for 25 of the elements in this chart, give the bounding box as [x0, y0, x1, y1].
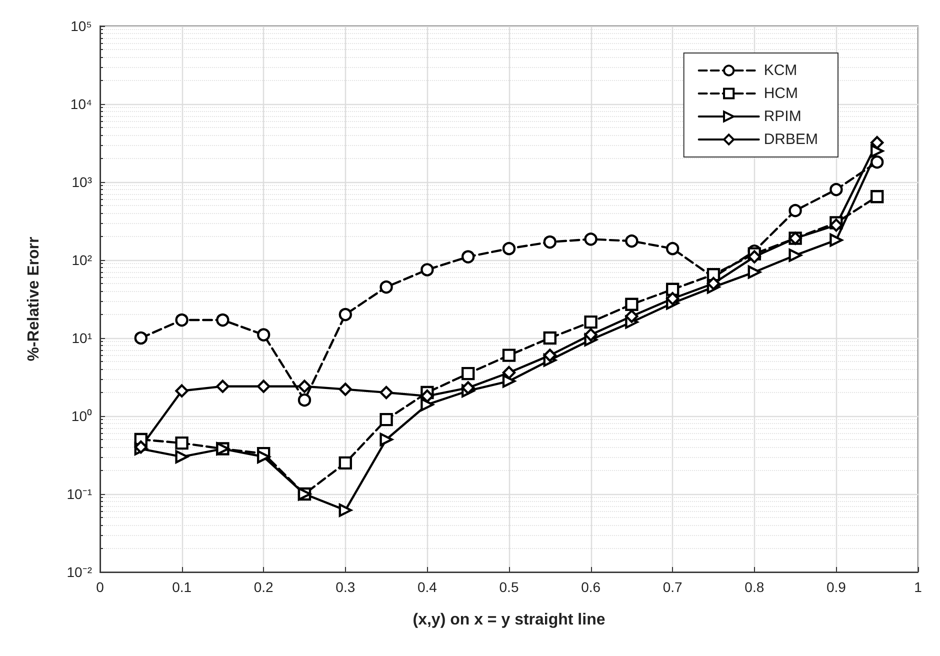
legend-label: KCM: [764, 62, 798, 79]
legend-label: HCM: [764, 85, 798, 102]
y-tick-label: 10⁻²: [66, 564, 92, 580]
x-tick-label: 0.8: [744, 579, 764, 595]
x-tick-label: 0.4: [417, 579, 438, 595]
y-tick-label: 10⁻¹: [66, 486, 92, 502]
y-tick-label: 10³: [72, 174, 92, 190]
legend-label: DRBEM: [764, 131, 818, 148]
x-tick-label: 0.9: [826, 579, 846, 595]
y-axis-title: %-Relative Erorr: [26, 236, 42, 362]
x-tick-label: 0.1: [172, 579, 192, 595]
x-axis-title: (x,y) on x = y straight line: [412, 612, 606, 628]
y-tick-label: 10²: [72, 252, 92, 268]
y-tick-label: 10¹: [72, 330, 92, 346]
y-tick-label: 10⁵: [70, 18, 92, 34]
x-tick-label: 0.5: [499, 579, 519, 595]
legend-label: RPIM: [764, 108, 802, 125]
x-tick-label: 0.6: [581, 579, 601, 595]
x-tick-label: 0.2: [254, 579, 274, 595]
y-tick-label: 10⁴: [70, 96, 92, 112]
x-tick-label: 0: [96, 579, 104, 595]
x-tick-label: 0.3: [336, 579, 356, 595]
x-tick-label: 1: [914, 579, 922, 595]
y-tick-label: 10⁰: [71, 408, 92, 424]
x-tick-label: 0.7: [662, 579, 683, 595]
